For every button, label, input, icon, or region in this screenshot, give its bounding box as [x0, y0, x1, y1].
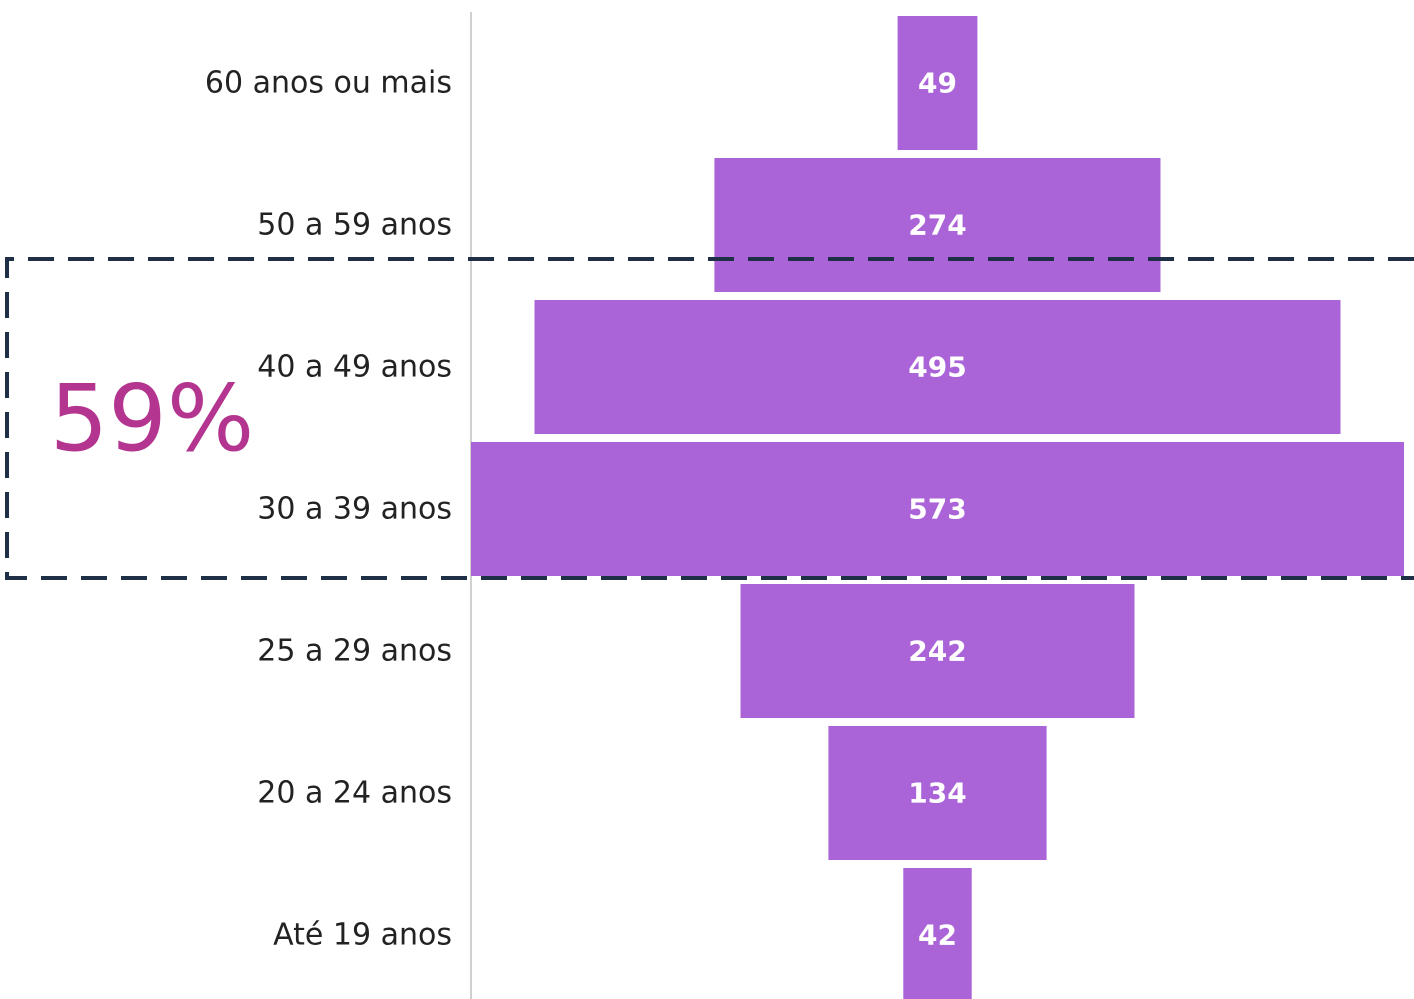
- category-label: 60 anos ou mais: [205, 66, 452, 101]
- highlight-dashed-box: [5, 257, 1414, 580]
- category-label: 25 a 29 anos: [257, 634, 452, 669]
- bar-value-label: 134: [908, 777, 966, 810]
- bar: [714, 158, 1161, 292]
- bar-value-label: 274: [908, 209, 966, 242]
- category-label: 40 a 49 anos: [257, 350, 452, 385]
- category-label: 30 a 39 anos: [257, 492, 452, 527]
- bar-value-label: 242: [908, 635, 966, 668]
- bar: [740, 584, 1135, 718]
- highlight-group: 59%: [5, 257, 1414, 580]
- highlight-percentage: 59%: [50, 365, 254, 472]
- bar: [534, 300, 1341, 434]
- bar: [828, 726, 1047, 860]
- bar: [903, 868, 972, 999]
- category-label: 20 a 24 anos: [257, 776, 452, 811]
- bar-group: 49 274 495 573 242 134 42: [471, 16, 1404, 999]
- category-labels: 60 anos ou mais 50 a 59 anos 40 a 49 anos 3…: [205, 66, 452, 953]
- bar: [471, 442, 1404, 576]
- bar-value-label: 42: [918, 919, 957, 952]
- bar-value-label: 573: [908, 493, 966, 526]
- category-label: Até 19 anos: [273, 918, 452, 953]
- category-label: 50 a 59 anos: [257, 208, 452, 243]
- bar: [897, 16, 978, 150]
- bar-value-label: 495: [908, 351, 966, 384]
- bar-value-label: 49: [918, 67, 957, 100]
